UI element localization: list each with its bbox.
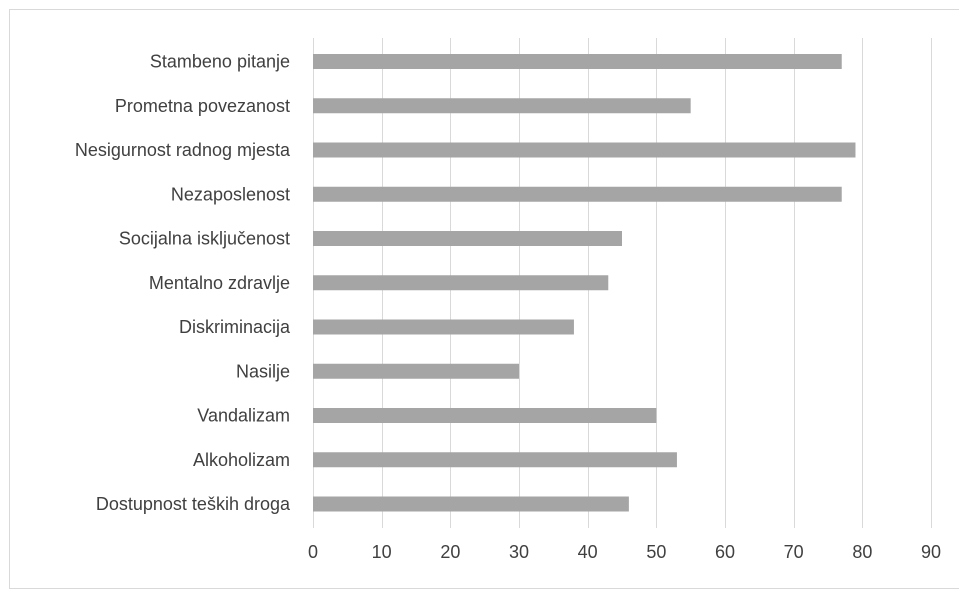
category-label: Diskriminacija xyxy=(179,317,291,337)
category-label: Dostupnost teških droga xyxy=(96,494,291,514)
bar-10 xyxy=(313,496,629,512)
bars xyxy=(313,54,856,512)
category-label: Stambeno pitanje xyxy=(150,52,290,72)
x-tick-label: 70 xyxy=(784,542,804,562)
category-label: Socijalna isključenost xyxy=(119,229,290,249)
x-axis-tick-labels: 0 10 20 30 40 50 60 70 80 90 xyxy=(308,542,941,562)
x-tick-label: 30 xyxy=(509,542,529,562)
bar-2 xyxy=(313,142,856,158)
category-label: Nezaposlenost xyxy=(171,184,290,204)
category-label: Prometna povezanost xyxy=(115,96,290,116)
bar-8 xyxy=(313,408,657,423)
category-labels: Stambeno pitanje Prometna povezanost Nesi… xyxy=(75,52,291,515)
x-tick-label: 0 xyxy=(308,542,318,562)
x-tick-label: 20 xyxy=(440,542,460,562)
category-label: Alkoholizam xyxy=(193,450,290,470)
category-label: Nasilje xyxy=(236,361,290,381)
bar-5 xyxy=(313,275,609,291)
bar-7 xyxy=(313,363,519,379)
category-label: Vandalizam xyxy=(197,406,290,426)
x-tick-label: 50 xyxy=(646,542,666,562)
category-label: Mentalno zdravlje xyxy=(149,273,290,293)
x-tick-label: 10 xyxy=(372,542,392,562)
bar-6 xyxy=(313,319,574,335)
bar-3 xyxy=(313,186,842,202)
bar-1 xyxy=(313,98,691,114)
x-tick-label: 60 xyxy=(715,542,735,562)
x-tick-label: 90 xyxy=(921,542,941,562)
bar-4 xyxy=(313,231,622,246)
x-tick-label: 40 xyxy=(578,542,598,562)
x-tick-label: 80 xyxy=(852,542,872,562)
bar-0 xyxy=(313,54,842,69)
bar-9 xyxy=(313,452,677,468)
category-label: Nesigurnost radnog mjesta xyxy=(75,140,291,160)
